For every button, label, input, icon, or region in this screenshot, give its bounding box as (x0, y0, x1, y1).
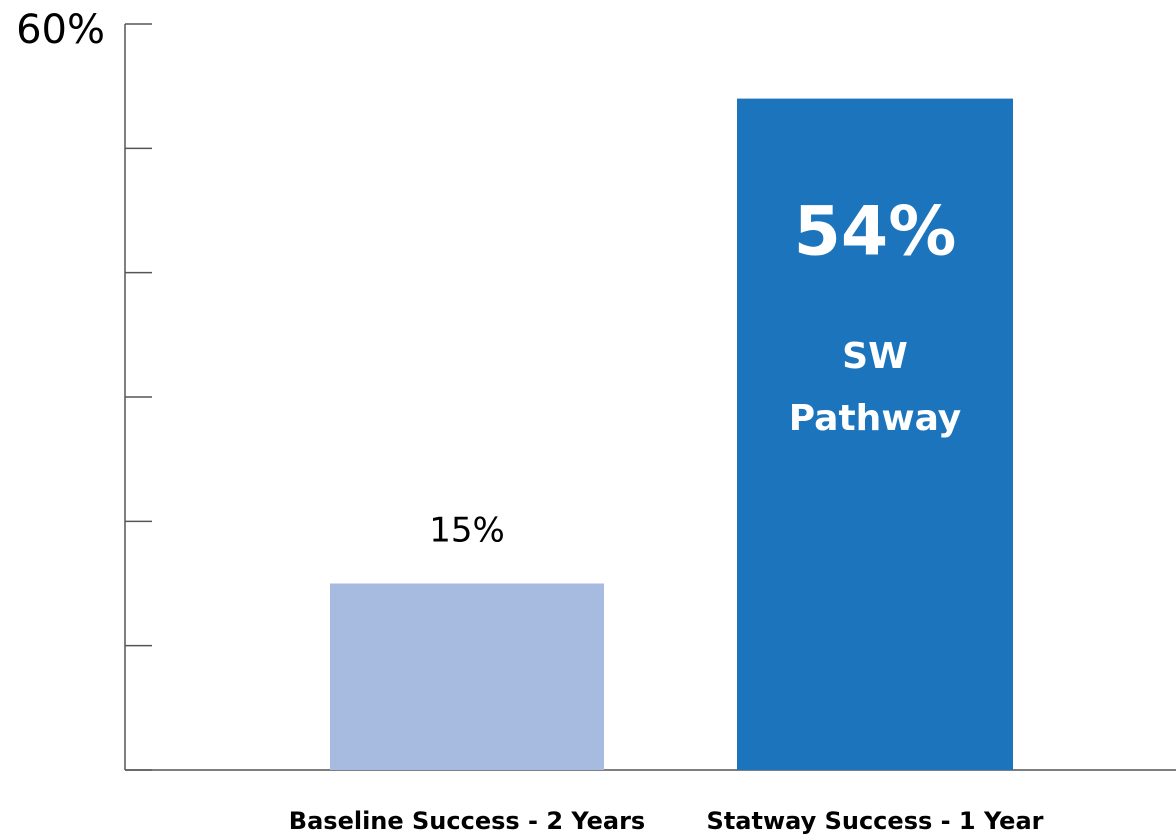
value-label: 15% (429, 511, 505, 551)
bar (737, 98, 1013, 771)
y-tick-label: 60% (16, 7, 105, 53)
value-label: 54% (794, 193, 957, 272)
annotation: Pathway (789, 398, 961, 439)
x-tick-label: Statway Success - 1 Year (707, 807, 1044, 835)
bar (330, 583, 604, 770)
x-tick-label: Baseline Success - 2 Years (289, 807, 645, 835)
annotation: SW (842, 336, 908, 377)
